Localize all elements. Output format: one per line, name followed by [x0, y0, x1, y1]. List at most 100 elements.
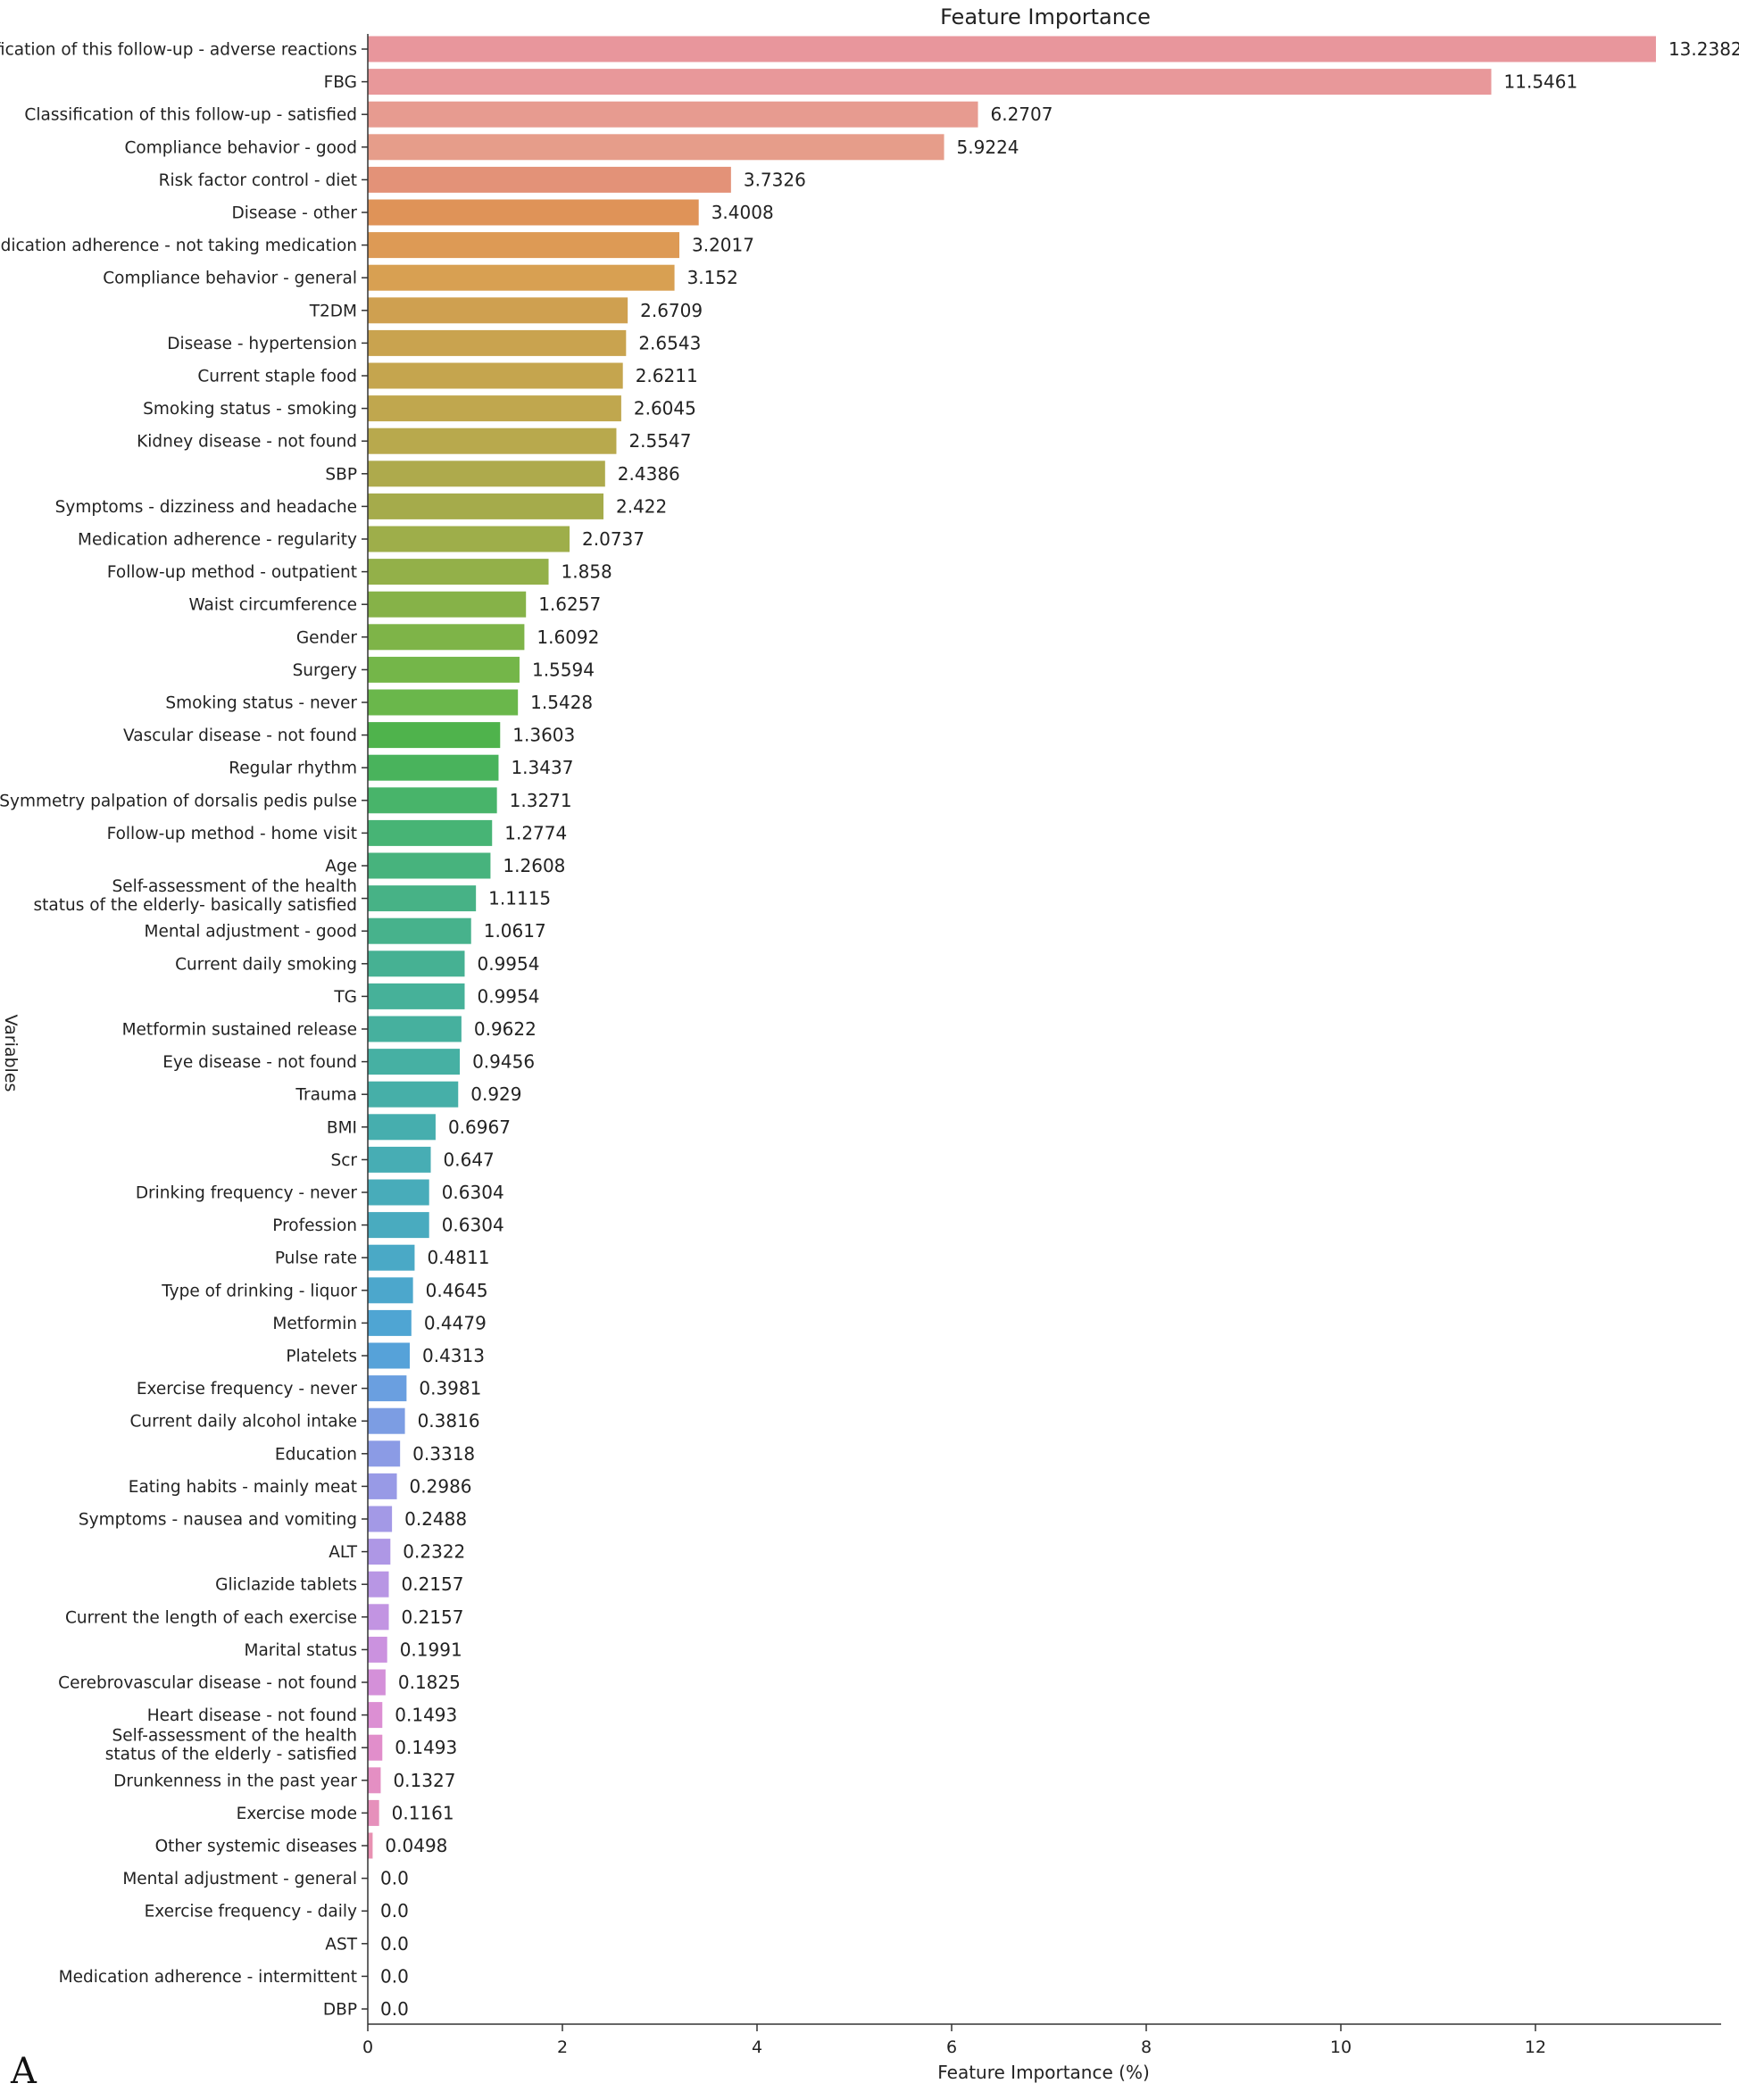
value-label: 0.1493: [395, 1705, 457, 1726]
category-label: Drunkenness in the past year: [113, 1772, 357, 1790]
value-label: 0.0: [380, 1965, 409, 1987]
value-label: 3.7326: [744, 169, 806, 190]
category-label: Education: [275, 1445, 357, 1464]
value-label: 5.9224: [957, 137, 1019, 158]
category-label: Risk factor control - diet: [159, 171, 357, 190]
value-label: 0.2488: [404, 1508, 467, 1530]
category-label: Medication adherence - intermittent: [59, 1968, 357, 1987]
category-label: Metformin sustained release: [122, 1021, 357, 1040]
value-label: 0.3981: [419, 1378, 481, 1399]
bar: [368, 656, 520, 683]
value-label: 0.2157: [402, 1573, 464, 1595]
value-label: 0.9954: [478, 953, 540, 975]
category-label: Exercise frequency - daily: [145, 1903, 357, 1922]
bar: [368, 69, 1492, 95]
value-label: 0.6967: [448, 1116, 511, 1138]
category-label: T2DM: [309, 302, 357, 320]
bar: [368, 852, 491, 879]
value-label: 0.6304: [442, 1215, 504, 1236]
bar: [368, 1440, 401, 1467]
category-label: Mental adjustment - general: [122, 1870, 357, 1888]
category-label: Disease - hypertension: [167, 335, 357, 353]
value-label: 0.2322: [403, 1541, 465, 1563]
bar: [368, 1179, 429, 1206]
bar: [368, 624, 525, 651]
value-label: 1.0617: [484, 920, 546, 942]
category-label: Compliance behavior - good: [124, 138, 357, 157]
category-label: Eye disease - not found: [162, 1053, 357, 1072]
category-label: Classification of this follow-up - satis…: [24, 106, 357, 125]
value-label: 0.6304: [442, 1182, 504, 1203]
value-label: 2.5547: [628, 430, 691, 452]
bar: [368, 199, 699, 226]
bar: [368, 166, 731, 193]
category-label: Current staple food: [197, 368, 357, 386]
bars-layer: [368, 36, 1656, 1859]
value-label: 0.4313: [422, 1345, 485, 1366]
category-label: Gliclazide tablets: [215, 1576, 357, 1595]
category-label: Surgery: [293, 661, 357, 680]
bar: [368, 559, 549, 585]
bar: [368, 1539, 391, 1565]
category-label: Follow-up method - outpatient: [107, 563, 357, 582]
bar: [368, 134, 944, 161]
category-label: Kidney disease - not found: [137, 433, 357, 452]
value-label: 1.6092: [537, 627, 599, 648]
bar: [368, 950, 465, 977]
value-label: 0.0498: [385, 1835, 447, 1856]
bar: [368, 264, 675, 291]
bar: [368, 36, 1656, 62]
value-label: 0.647: [444, 1149, 495, 1170]
category-label: Current the length of each exercise: [65, 1608, 357, 1627]
x-tick-label: 8: [1141, 2038, 1152, 2057]
value-label: 0.1327: [393, 1770, 455, 1791]
value-label: 0.0: [380, 1998, 409, 2020]
value-label: 0.3816: [418, 1410, 480, 1432]
category-label: TG: [333, 988, 357, 1007]
value-labels-layer: 13.2382 11.5461 6.2707 5.9224 3.7326 3.4008 3.…: [380, 38, 1739, 2020]
bar: [368, 1767, 381, 1794]
bar: [368, 689, 519, 716]
value-label: 2.6709: [640, 300, 703, 321]
category-label: Symmetry palpation of dorsalis pedis pul…: [0, 792, 357, 810]
bar: [368, 461, 605, 487]
category-label: Smoking status - smoking: [143, 400, 357, 419]
category-label: Age: [325, 858, 357, 876]
category-label: ALT: [329, 1543, 357, 1562]
category-label: Self-assessment of the health status of t…: [105, 1727, 357, 1764]
bar: [368, 1702, 383, 1729]
value-label: 0.9456: [472, 1051, 535, 1073]
value-label: 0.9954: [478, 985, 540, 1007]
value-label: 1.858: [562, 561, 612, 583]
axes-layer: 0 2 4 6 8 10 12: [362, 34, 1721, 2057]
category-label: Vascular disease - not found: [123, 726, 357, 745]
category-label: Medication adherence - not taking medica…: [0, 237, 357, 255]
bar: [368, 329, 627, 356]
value-label: 2.6543: [638, 332, 701, 353]
category-label: Symptoms - nausea and vomiting: [79, 1511, 357, 1530]
bar: [368, 1604, 389, 1631]
panel-label: A: [10, 2051, 37, 2092]
bar: [368, 297, 628, 324]
value-label: 3.2017: [692, 235, 754, 256]
value-label: 2.422: [616, 495, 667, 517]
category-label: Exercise mode: [237, 1805, 357, 1823]
category-label: Exercise frequency - never: [137, 1380, 358, 1399]
value-label: 1.3603: [512, 725, 575, 746]
bar: [368, 1832, 373, 1859]
value-label: 0.0: [380, 1900, 409, 1922]
category-label: Medication adherence - regularity: [78, 531, 357, 550]
x-tick-label: 4: [752, 2038, 762, 2057]
category-label: SBP: [325, 465, 357, 484]
bar: [368, 1114, 436, 1141]
bar: [368, 232, 679, 259]
bar: [368, 1049, 461, 1075]
category-label: Drinking frequency - never: [136, 1184, 358, 1203]
bar: [368, 362, 623, 389]
category-label: Other systemic diseases: [155, 1838, 357, 1856]
bar: [368, 1212, 429, 1239]
bar: [368, 1375, 407, 1402]
value-label: 11.5461: [1504, 71, 1578, 93]
bar: [368, 1244, 415, 1271]
